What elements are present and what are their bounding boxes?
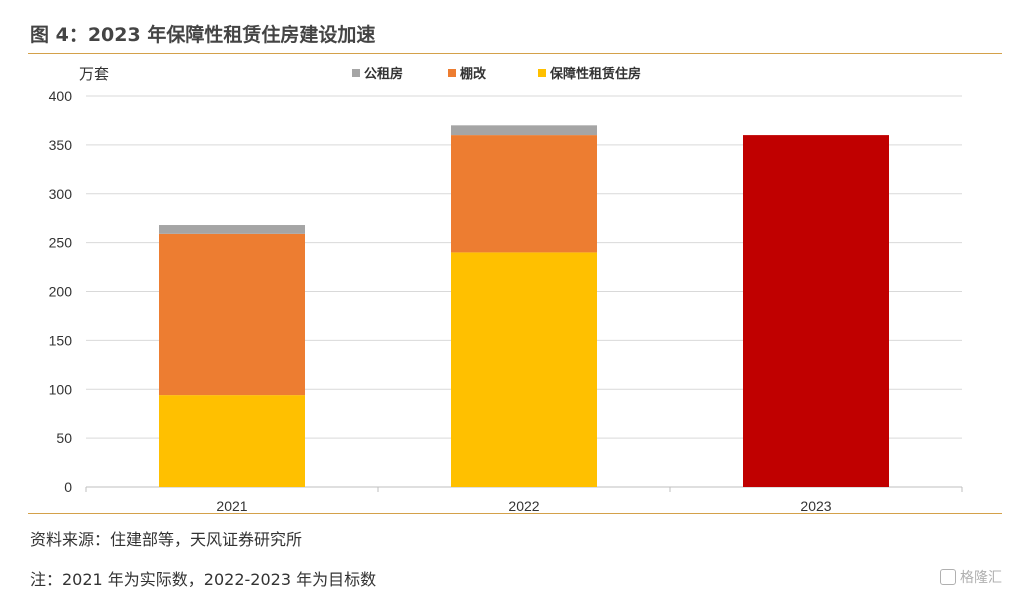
y-tick-label: 250: [49, 235, 73, 251]
bar-segment: [743, 135, 889, 487]
x-tick-label: 2023: [800, 498, 831, 512]
stacked-bar-chart: 0 50 100 150 200 250 300 350 400 万套 2021 2022 2023 公租…: [49, 66, 963, 512]
note-text: 注：2021 年为实际数，2022-2023 年为目标数: [30, 570, 377, 589]
legend-swatch: [352, 69, 360, 77]
legend-label: 保障性租赁住房: [549, 66, 641, 81]
y-tick-label: 300: [49, 186, 73, 202]
title-divider: [28, 53, 1002, 54]
bar-segment: [451, 125, 597, 136]
bar-segment: [451, 135, 597, 253]
y-tick-label: 150: [49, 332, 73, 348]
legend-swatch: [538, 69, 546, 77]
footer-divider: [28, 513, 1002, 514]
legend-swatch: [448, 69, 456, 77]
y-tick-label: 50: [56, 430, 72, 446]
y-tick-label: 400: [49, 88, 73, 104]
y-tick-label: 200: [49, 284, 73, 300]
legend-label: 公租房: [364, 66, 403, 81]
x-tick-label: 2021: [216, 498, 247, 512]
x-tick-label: 2022: [508, 498, 539, 512]
watermark: 格隆汇: [940, 567, 1002, 587]
y-tick-label: 0: [64, 479, 72, 495]
bar-segment: [159, 233, 305, 396]
y-tick-label: 100: [49, 381, 73, 397]
watermark-logo-icon: [940, 569, 956, 585]
y-axis-label: 万套: [79, 66, 109, 83]
figure-title: 图 4：2023 年保障性租赁住房建设加速: [30, 24, 376, 46]
bar-segment: [159, 395, 305, 487]
bar-segment: [451, 252, 597, 487]
legend-label: 棚改: [460, 66, 487, 81]
watermark-text: 格隆汇: [960, 570, 1002, 586]
source-text: 资料来源：住建部等，天风证券研究所: [30, 530, 303, 549]
bar-segment: [159, 225, 305, 234]
y-tick-label: 350: [49, 137, 73, 153]
